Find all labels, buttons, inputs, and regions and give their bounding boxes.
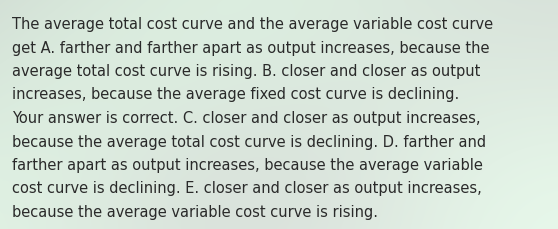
Text: cost curve is declining. E. closer and closer as output increases,: cost curve is declining. E. closer and c… bbox=[12, 181, 482, 196]
Text: average total cost curve is rising. B. closer and closer as output: average total cost curve is rising. B. c… bbox=[12, 64, 480, 79]
Text: increases, because the average fixed cost curve is declining.: increases, because the average fixed cos… bbox=[12, 87, 459, 102]
Text: because the average variable cost curve is rising.: because the average variable cost curve … bbox=[12, 204, 378, 219]
Text: because the average total cost curve is declining. D. farther and: because the average total cost curve is … bbox=[12, 134, 486, 149]
Text: get A. farther and farther apart as output increases, because the: get A. farther and farther apart as outp… bbox=[12, 40, 489, 55]
Text: The average total cost curve and the average variable cost curve: The average total cost curve and the ave… bbox=[12, 17, 493, 32]
Text: Your answer is correct. C. closer and closer as output increases,: Your answer is correct. C. closer and cl… bbox=[12, 111, 480, 125]
Text: farther apart as output increases, because the average variable: farther apart as output increases, becau… bbox=[12, 157, 483, 172]
